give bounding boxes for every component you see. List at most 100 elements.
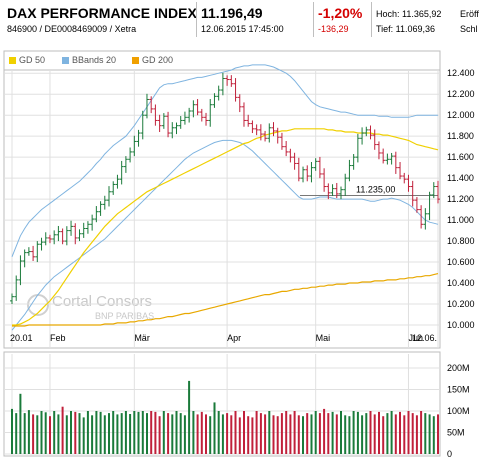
- price-tick-label: 11.200: [447, 194, 474, 204]
- ohlc-bar: [56, 225, 61, 242]
- ohlc-bar: [174, 122, 179, 135]
- ohlc-bar: [43, 232, 48, 246]
- ohlc-bar: [360, 127, 365, 145]
- ohlc-bar: [216, 85, 221, 101]
- volume-bar: [251, 417, 254, 454]
- date-tick-label: 20.01: [10, 333, 33, 343]
- ohlc-bar: [364, 126, 369, 137]
- ohlc-bar: [10, 293, 14, 305]
- ohlc-bar: [241, 102, 246, 127]
- volume-bar: [124, 411, 127, 454]
- ohlc-bar: [431, 182, 436, 199]
- change-percent: -1,20%: [318, 5, 363, 21]
- ohlc-bar: [35, 241, 40, 263]
- volume-bar: [217, 411, 220, 454]
- ohlc-bar: [406, 174, 411, 192]
- volume-bar: [205, 414, 207, 454]
- volume-bar: [407, 411, 410, 454]
- ohlc-bar: [107, 186, 112, 207]
- price-tick-label: 11.800: [447, 131, 474, 141]
- legend-gd50[interactable]: GD 50: [9, 55, 45, 65]
- ohlc-bar: [305, 165, 310, 182]
- volume-bar: [196, 414, 199, 454]
- ohlc-bar: [322, 168, 327, 192]
- volume-bar: [352, 411, 355, 454]
- volume-bar: [289, 414, 292, 454]
- price-tick-label: 12.000: [447, 110, 475, 120]
- ohlc-bar: [246, 114, 251, 127]
- volume-bar: [133, 411, 136, 454]
- ohlc-bar: [410, 180, 415, 207]
- ohlc-bar: [94, 206, 99, 223]
- ohlc-bar: [85, 221, 90, 234]
- price-tick-label: 11.600: [447, 152, 474, 162]
- volume-bar: [158, 416, 161, 454]
- volume-bar: [188, 380, 191, 454]
- instrument-subtitle: 846900 / DE0008469009 / Xetra: [7, 24, 137, 34]
- legend-bbands[interactable]: BBands 20: [62, 55, 116, 65]
- volume-bar: [437, 417, 439, 454]
- volume-bar: [302, 416, 304, 454]
- volume-bar: [369, 411, 372, 454]
- ohlc-bar: [77, 229, 82, 242]
- volume-bar: [238, 417, 241, 454]
- bband-upper-line: [11, 64, 438, 257]
- ohlc-bar: [123, 156, 128, 173]
- header-divider: [371, 2, 372, 37]
- ohlc-bar: [212, 93, 217, 108]
- volume-bar: [19, 393, 22, 454]
- ohlc-bar: [64, 226, 69, 246]
- volume-bar: [32, 414, 35, 454]
- volume-bar: [403, 415, 406, 454]
- volume-bar: [82, 417, 85, 454]
- ohlc-bar: [69, 220, 74, 236]
- volume-bar: [348, 416, 351, 454]
- ohlc-bar: [47, 234, 52, 244]
- volume-bar: [49, 416, 51, 454]
- ohlc-bar: [419, 205, 424, 229]
- quote-header: DAX PERFORMANCE INDEX 846900 / DE0008469…: [0, 0, 483, 40]
- ohlc-bar: [128, 147, 133, 163]
- ohlc-bar: [157, 114, 162, 132]
- last-price: 11.196,49: [201, 5, 263, 21]
- volume-tick-label: 150M: [447, 385, 470, 395]
- volume-bar: [183, 415, 186, 454]
- ohlc-bar: [153, 104, 158, 126]
- ohlc-bar: [271, 122, 276, 137]
- watermark-bank: BNP PARIBAS: [95, 311, 154, 321]
- volume-bar: [27, 410, 30, 454]
- volume-bar: [297, 415, 300, 454]
- price-tick-label: 10.800: [447, 236, 475, 246]
- volume-bar: [411, 413, 414, 454]
- volume-bar: [276, 416, 279, 454]
- ohlc-bar: [267, 123, 272, 143]
- volume-bar: [268, 411, 271, 454]
- ohlc-bar: [301, 166, 306, 183]
- volume-bar: [192, 411, 195, 454]
- volume-bar: [154, 411, 157, 454]
- ohlc-bar: [250, 120, 255, 134]
- volume-bar: [378, 411, 380, 454]
- volume-bar: [331, 411, 334, 454]
- ohlc-bar: [423, 208, 428, 230]
- volume-bar: [382, 416, 385, 454]
- ohlc-bar: [229, 75, 234, 87]
- ohlc-bar: [73, 223, 78, 245]
- volume-bar: [318, 413, 321, 454]
- legend-gd200[interactable]: GD 200: [132, 55, 173, 65]
- ohlc-bar: [436, 180, 440, 204]
- ohlc-bar: [39, 237, 44, 251]
- date-tick-label: Jun: [408, 333, 423, 343]
- ohlc-bar: [317, 156, 322, 179]
- volume-bar: [356, 411, 359, 454]
- ohlc-bar: [313, 158, 318, 171]
- gd200-line: [12, 273, 439, 327]
- ohlc-bar: [52, 230, 57, 245]
- volume-bar: [390, 411, 393, 454]
- open-label: Eröff: [460, 9, 479, 19]
- ohlc-bar: [254, 124, 259, 136]
- ohlc-bar: [208, 99, 213, 127]
- ohlc-bar: [309, 161, 314, 183]
- volume-bar: [44, 412, 47, 454]
